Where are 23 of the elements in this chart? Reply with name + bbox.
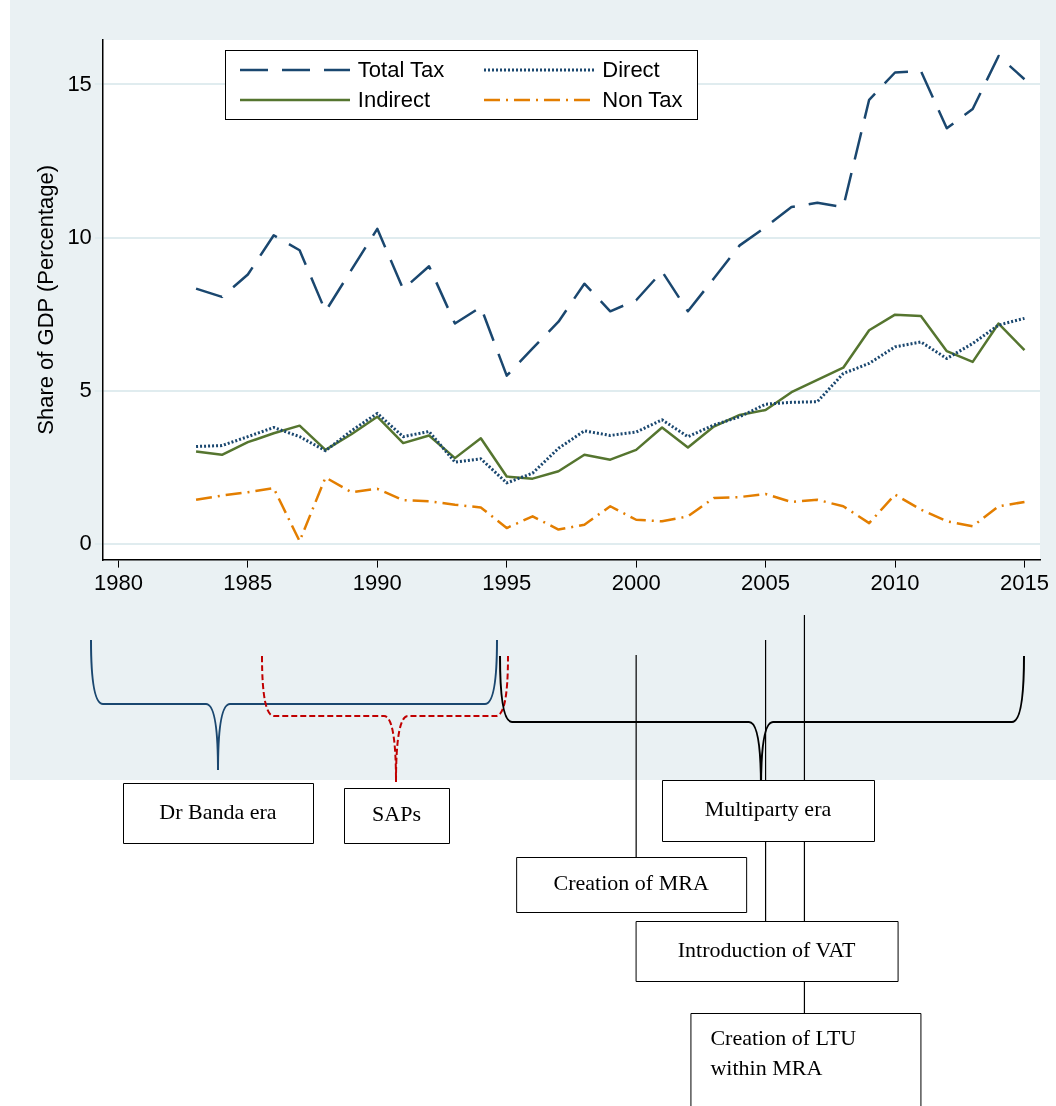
legend-label: Indirect bbox=[357, 87, 431, 113]
text: SAPs bbox=[372, 801, 421, 827]
y-tick-label: 0 bbox=[79, 530, 92, 556]
y-tick-label: 5 bbox=[79, 377, 92, 403]
x-tick-label: 1990 bbox=[352, 569, 402, 595]
x-tick-label: 2005 bbox=[741, 569, 791, 595]
text: Dr Banda era bbox=[159, 798, 277, 824]
ref-line-label: Introduction of VAT bbox=[677, 936, 856, 962]
x-tick-label: 2015 bbox=[999, 569, 1049, 595]
legend-label: Non Tax bbox=[602, 87, 683, 113]
y-axis-title: Share of GDP (Percentage) bbox=[33, 164, 59, 435]
ref-line-label: Creation of LTU within MRA bbox=[710, 1024, 857, 1080]
text: Multiparty era bbox=[704, 796, 832, 822]
x-tick-label: 1980 bbox=[93, 569, 143, 595]
legend-label: Direct bbox=[602, 57, 660, 83]
ref-line-label: Creation of MRA bbox=[553, 870, 709, 896]
x-tick-label: 2000 bbox=[611, 569, 661, 595]
x-tick-label: 1995 bbox=[482, 569, 532, 595]
x-tick-label: 1985 bbox=[223, 569, 273, 595]
x-tick-label: 2010 bbox=[870, 569, 920, 595]
legend-label: Total Tax bbox=[357, 57, 445, 83]
y-tick-label: 10 bbox=[67, 223, 92, 249]
y-tick-label: 15 bbox=[67, 70, 92, 96]
